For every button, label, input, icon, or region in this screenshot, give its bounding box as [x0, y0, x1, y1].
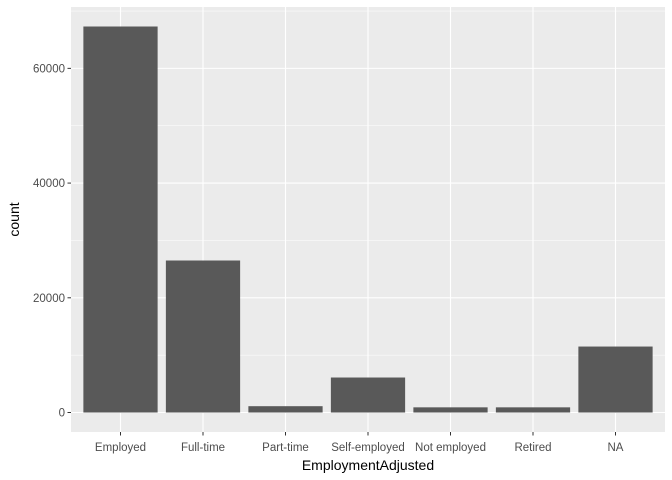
x-tick-label: Employed — [95, 442, 146, 454]
bar-self-employed — [330, 377, 406, 413]
x-tick-label: Not employed — [415, 442, 486, 454]
x-axis: Employed Full-time Part-time Self-employed N… — [95, 432, 624, 454]
bar-part-time — [248, 406, 323, 413]
y-axis-title: count — [6, 202, 22, 236]
bar-not-employed — [413, 407, 488, 413]
x-tick-label: Part-time — [262, 442, 309, 454]
bar-full-time — [165, 260, 241, 413]
y-tick-label: 20000 — [33, 293, 65, 305]
x-tick-label: Self-employed — [331, 442, 405, 454]
y-tick-label: 60000 — [33, 63, 65, 75]
y-tick-label: 0 — [59, 407, 65, 419]
bar-employed — [83, 26, 158, 413]
x-axis-title: EmploymentAdjusted — [302, 457, 434, 473]
x-tick-label: Full-time — [181, 442, 225, 454]
bars — [83, 26, 653, 413]
y-tick-label: 40000 — [33, 178, 65, 190]
bar-retired — [495, 407, 571, 413]
x-tick-label: Retired — [514, 442, 551, 454]
y-axis: 0 20000 40000 60000 — [33, 63, 71, 419]
bar-na — [578, 346, 653, 413]
x-tick-label: NA — [608, 442, 624, 454]
